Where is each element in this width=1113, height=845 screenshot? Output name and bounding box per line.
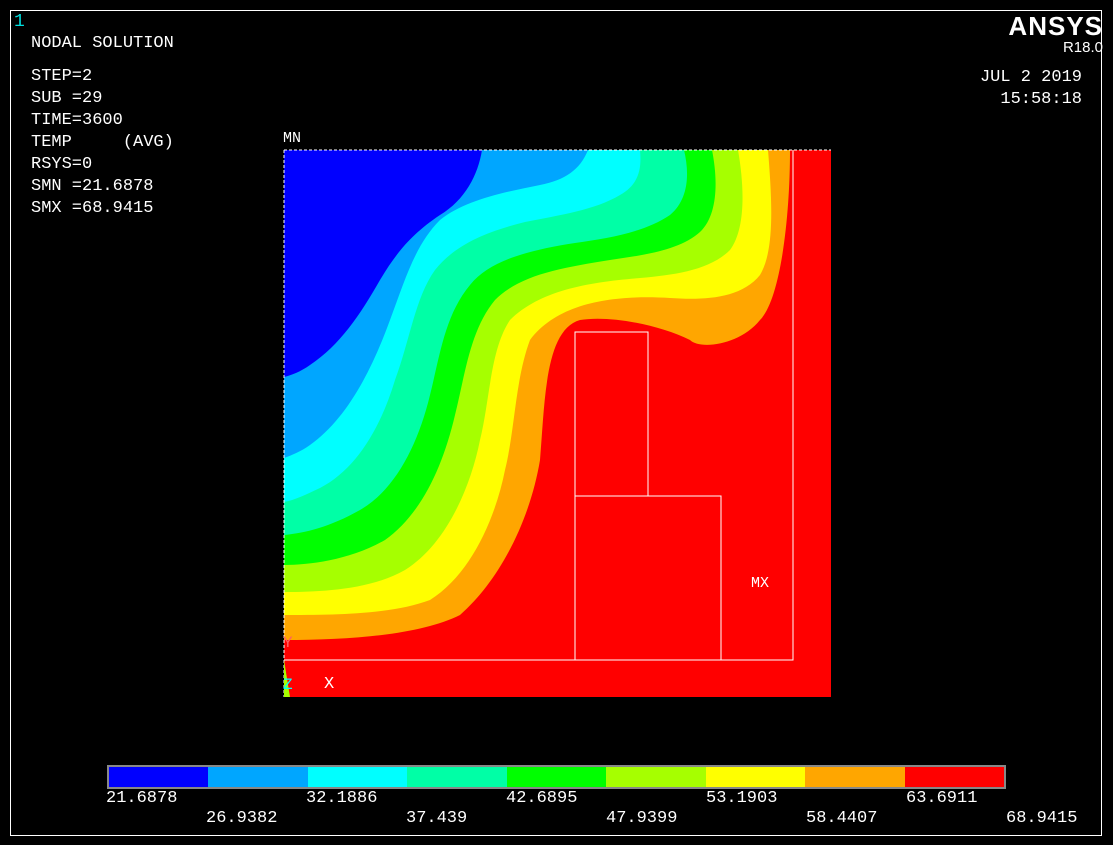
solution-temp: TEMP (AVG) [31, 133, 174, 152]
time-label: 15:58:18 [1000, 90, 1082, 109]
solution-time: TIME=3600 [31, 111, 123, 130]
axis-triad-icon [284, 660, 290, 697]
window-number: 1 [14, 12, 25, 32]
legend-tick-upper: 21.6878 [106, 789, 178, 808]
legend-tick-lower: 58.4407 [806, 809, 878, 828]
solution-title: NODAL SOLUTION [31, 34, 174, 53]
legend-tick-upper: 63.6911 [906, 789, 978, 808]
legend-tick-lower: 47.9399 [606, 809, 678, 828]
axis-x-label: X [324, 675, 335, 694]
max-marker: MX [751, 575, 770, 592]
inner-region-outline [284, 150, 794, 661]
solution-smx: SMX =68.9415 [31, 199, 154, 218]
axis-z-label: Z [283, 676, 293, 694]
legend-tick-lower: 68.9415 [1006, 809, 1078, 828]
brand-version: R18.0 [1062, 39, 1103, 56]
legend-swatch [805, 767, 905, 787]
legend-swatch [307, 767, 408, 787]
legend-colorbar [107, 765, 1006, 789]
legend-swatch [407, 767, 507, 787]
legend-tick-lower: 26.9382 [206, 809, 278, 828]
solution-rsys: RSYS=0 [31, 155, 93, 174]
legend-swatch [208, 767, 308, 787]
ansys-logo: ANSYS R18.0 [1008, 12, 1103, 56]
axis-y-label: Y [283, 634, 293, 652]
brand-name: ANSYS [1008, 11, 1103, 41]
legend-swatch [904, 767, 1004, 787]
date-label: JUL 2 2019 [979, 68, 1082, 87]
legend-swatch [705, 767, 806, 787]
legend-swatch [109, 767, 209, 787]
solution-smn: SMN =21.6878 [31, 177, 154, 196]
contour-band-1 [284, 150, 482, 377]
viewport-frame [10, 10, 1102, 836]
datetime-stamp: JUL 2 2019 15:58:18 [980, 67, 1082, 111]
legend-tick-upper: 53.1903 [706, 789, 778, 808]
legend-swatch [506, 767, 607, 787]
legend-swatch [606, 767, 706, 787]
min-marker: MN [283, 130, 302, 147]
solution-step: STEP=2 [31, 67, 93, 86]
legend-tick-lower: 37.439 [406, 809, 468, 828]
legend-tick-upper: 32.1886 [306, 789, 378, 808]
solution-sub: SUB =29 [31, 89, 103, 108]
legend-tick-upper: 42.6895 [506, 789, 578, 808]
